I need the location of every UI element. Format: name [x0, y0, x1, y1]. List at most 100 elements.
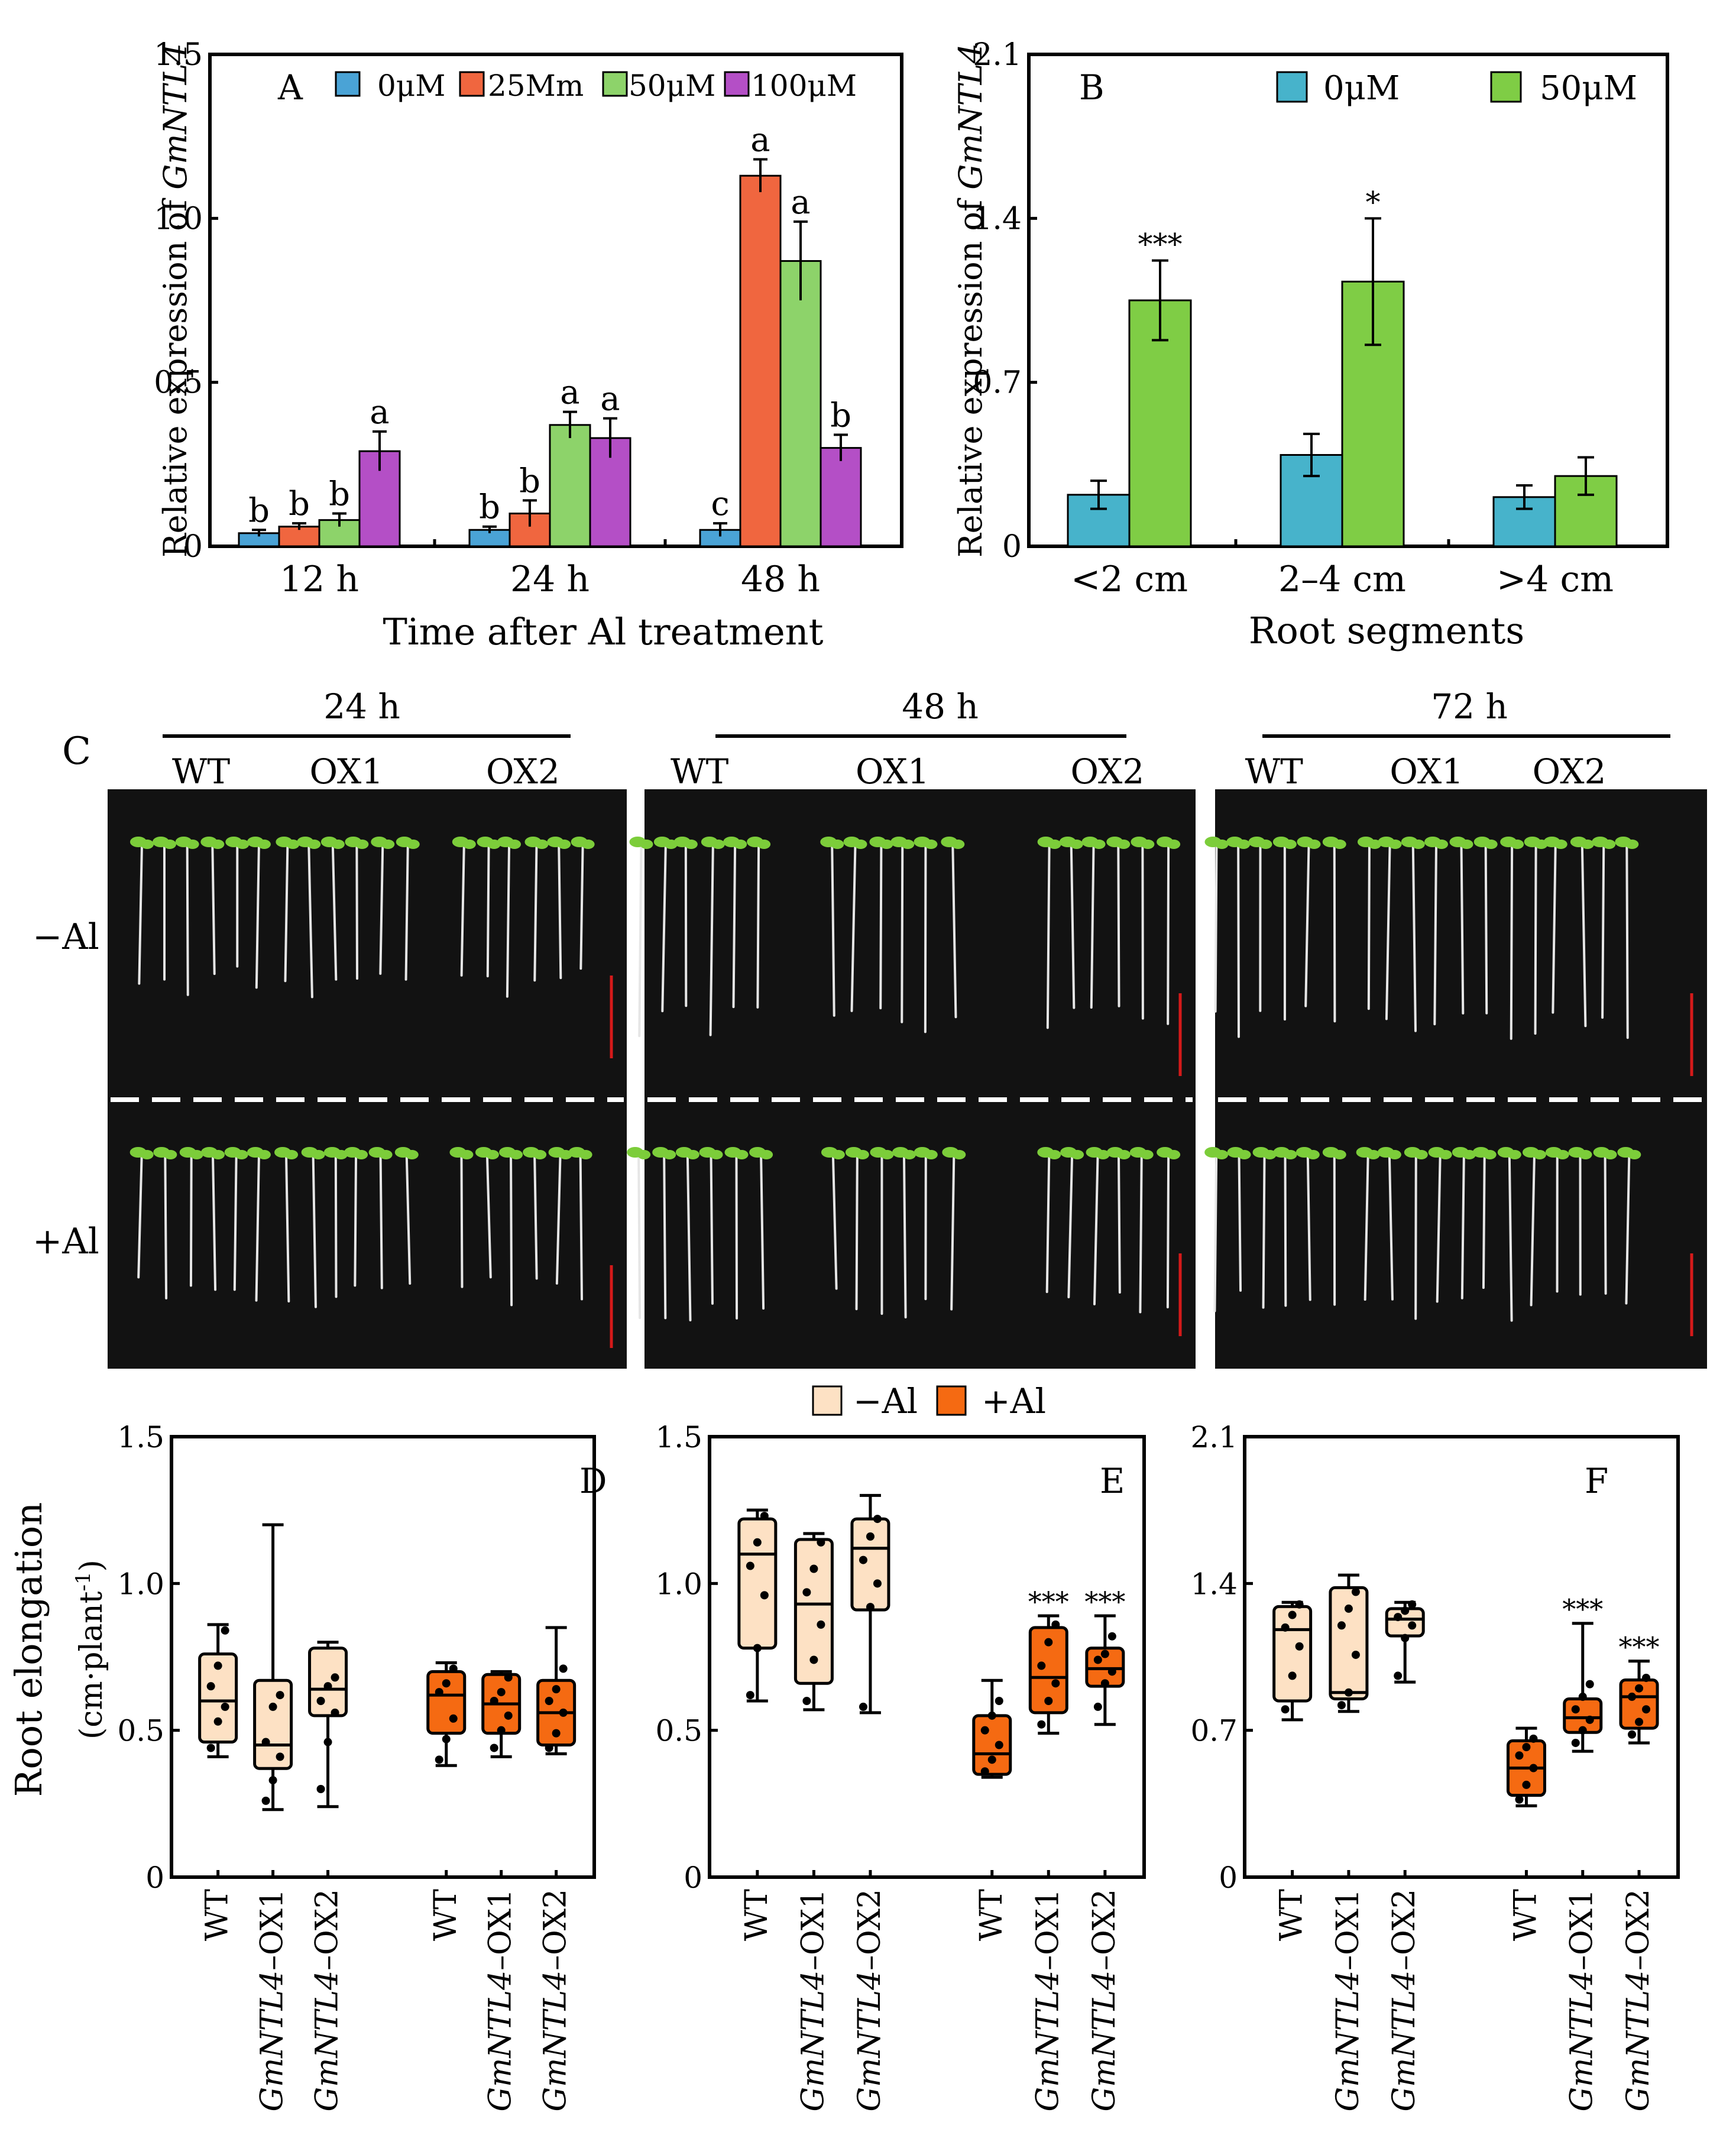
seedling-root	[312, 1155, 317, 1308]
bar-a-100μM	[820, 447, 862, 547]
seedling-root	[379, 1155, 383, 1289]
seedling-cotyledon	[1092, 840, 1106, 849]
seedling-root	[1214, 844, 1218, 1013]
line-suffix: –OX2	[852, 1889, 888, 1971]
sig-letter-a: a	[370, 393, 389, 432]
sig-letter-a: b	[519, 462, 540, 500]
box-xtick-label: GmNTL4–OX2	[310, 1889, 345, 2111]
seedling-root	[879, 844, 883, 1010]
seedling-cotyledon	[637, 1150, 651, 1159]
panel-b-legend: 0μM 50μM	[1276, 69, 1637, 108]
seedling-cotyledon	[951, 840, 965, 849]
seedling-root	[1436, 1155, 1442, 1303]
seedling-cotyledon	[558, 840, 571, 849]
box-data-point	[1571, 1705, 1580, 1714]
seedling-cotyledon	[379, 1150, 393, 1159]
seedling-root	[1411, 844, 1417, 1032]
box-data-point	[1100, 1679, 1109, 1688]
box-data-point	[435, 1755, 443, 1764]
seedling-cotyledon	[1284, 1150, 1297, 1159]
seedling-root	[1363, 1155, 1369, 1301]
box-data-point	[809, 1655, 818, 1664]
box-data-point	[261, 1738, 270, 1746]
seedling-root	[637, 1155, 642, 1319]
box-data-point	[331, 1673, 339, 1682]
genotype-label: OX1	[856, 751, 929, 792]
box-xtick-label: WT	[200, 1889, 235, 1941]
box-data-point	[1281, 1705, 1290, 1714]
box-data-point	[859, 1556, 867, 1564]
seedling-root	[1045, 1155, 1051, 1294]
e-ytick-label: 0	[684, 1861, 702, 1895]
seedling-root	[233, 1155, 238, 1291]
box-xtick-label: WT	[428, 1889, 464, 1941]
b-ytick-label: 0.7	[973, 365, 1022, 401]
box-data-point	[746, 1691, 754, 1700]
box-data-point	[987, 1711, 996, 1720]
seedling-cotyledon	[186, 840, 199, 849]
sig-letter-a: a	[600, 380, 620, 419]
seedling-cotyledon	[579, 1150, 592, 1159]
seedling-cotyledon	[1388, 840, 1402, 849]
box-data-point	[1351, 1650, 1360, 1659]
box-iqr	[1272, 1605, 1313, 1703]
seedling-cotyledon	[1368, 840, 1381, 849]
gene-name: GmNTL4	[1030, 1971, 1065, 2112]
genotype-label: OX1	[1390, 751, 1463, 792]
box-data-point	[490, 1744, 498, 1752]
seedling-cotyledon	[307, 840, 321, 849]
seedling-cotyledon	[460, 1150, 474, 1159]
legend-swatch-100uM	[724, 71, 750, 97]
seedling-root	[212, 1155, 217, 1291]
box-data-point	[559, 1708, 568, 1717]
box-data-point	[1642, 1705, 1651, 1714]
seedling-cotyledon	[684, 840, 698, 849]
seedling-cotyledon	[355, 1150, 368, 1159]
seedling-root	[1213, 1155, 1218, 1313]
box-data-point	[276, 1691, 284, 1700]
box-data-point	[1401, 1634, 1410, 1642]
seedling-cotyledon	[711, 840, 725, 849]
box-data-point	[1515, 1795, 1524, 1804]
seedling-cotyledon	[1215, 1150, 1229, 1159]
box-data-point	[1642, 1673, 1651, 1682]
gene-name: GmNTL4	[795, 1971, 831, 2112]
seedling-root	[460, 1155, 464, 1288]
line-suffix: –OX1	[1565, 1889, 1600, 1971]
box-data-point	[268, 1702, 277, 1711]
box-data-point	[1635, 1684, 1644, 1693]
box-data-point	[213, 1661, 222, 1670]
seedling-cotyledon	[1167, 1150, 1181, 1159]
seedling-root	[533, 844, 538, 982]
seedling-cotyledon	[1508, 1150, 1521, 1159]
box-data-point	[1344, 1604, 1353, 1613]
gene-name: GmNTL4	[1087, 1971, 1122, 2112]
box-data-point	[817, 1538, 825, 1547]
seedling-cotyledon	[140, 840, 154, 849]
box-significance: ***	[1028, 1586, 1069, 1618]
seedling-cotyledon	[355, 840, 369, 849]
seedling-root	[850, 844, 857, 1012]
seedling-cotyledon	[1237, 840, 1251, 849]
line-suffix: –OX2	[1621, 1889, 1656, 1971]
bar-a-50μM	[779, 260, 822, 547]
seedling-cotyledon	[1141, 840, 1155, 849]
box-xtick-label: GmNTL4–OX1	[1565, 1889, 1600, 2111]
gene-name: GmNTL4	[483, 1971, 519, 2112]
seedling-root	[1580, 844, 1587, 1028]
legend-swatch-b-50uM	[1490, 71, 1522, 103]
seedling-cotyledon	[406, 840, 420, 849]
seedling-cotyledon	[1388, 1150, 1401, 1159]
seedling-root	[732, 844, 737, 1009]
panel-f-label: F	[1585, 1461, 1608, 1501]
seedling-cotyledon	[1625, 840, 1639, 849]
sig-letter-a: a	[791, 183, 810, 222]
seedling-cotyledon	[1628, 1150, 1641, 1159]
seedling-cotyledon	[1511, 840, 1524, 849]
box-xtick-label: GmNTL4–OX1	[795, 1889, 831, 2111]
panel-f-frame	[1243, 1435, 1680, 1879]
box-data-point	[221, 1626, 229, 1635]
seedling-root	[638, 844, 643, 1038]
seedling-cotyledon	[164, 1150, 177, 1159]
seedling-cotyledon	[1071, 1150, 1084, 1159]
